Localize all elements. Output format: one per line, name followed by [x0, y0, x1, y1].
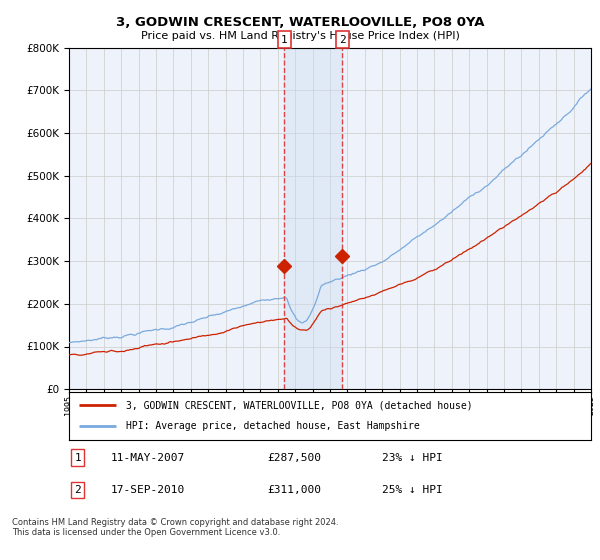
Text: 1: 1 — [281, 35, 287, 45]
Text: Contains HM Land Registry data © Crown copyright and database right 2024.
This d: Contains HM Land Registry data © Crown c… — [12, 518, 338, 538]
Text: 17-SEP-2010: 17-SEP-2010 — [111, 485, 185, 495]
Text: £311,000: £311,000 — [268, 485, 322, 495]
Text: 23% ↓ HPI: 23% ↓ HPI — [382, 453, 443, 463]
Text: 2: 2 — [339, 35, 346, 45]
Text: 2: 2 — [74, 485, 81, 495]
Text: 11-MAY-2007: 11-MAY-2007 — [111, 453, 185, 463]
Text: 3, GODWIN CRESCENT, WATERLOOVILLE, PO8 0YA: 3, GODWIN CRESCENT, WATERLOOVILLE, PO8 0… — [116, 16, 484, 29]
Text: £287,500: £287,500 — [268, 453, 322, 463]
Text: Price paid vs. HM Land Registry's House Price Index (HPI): Price paid vs. HM Land Registry's House … — [140, 31, 460, 41]
Bar — [284, 48, 343, 389]
Text: 25% ↓ HPI: 25% ↓ HPI — [382, 485, 443, 495]
Text: 1: 1 — [74, 453, 81, 463]
Text: HPI: Average price, detached house, East Hampshire: HPI: Average price, detached house, East… — [127, 421, 420, 431]
Text: 3, GODWIN CRESCENT, WATERLOOVILLE, PO8 0YA (detached house): 3, GODWIN CRESCENT, WATERLOOVILLE, PO8 0… — [127, 400, 473, 410]
